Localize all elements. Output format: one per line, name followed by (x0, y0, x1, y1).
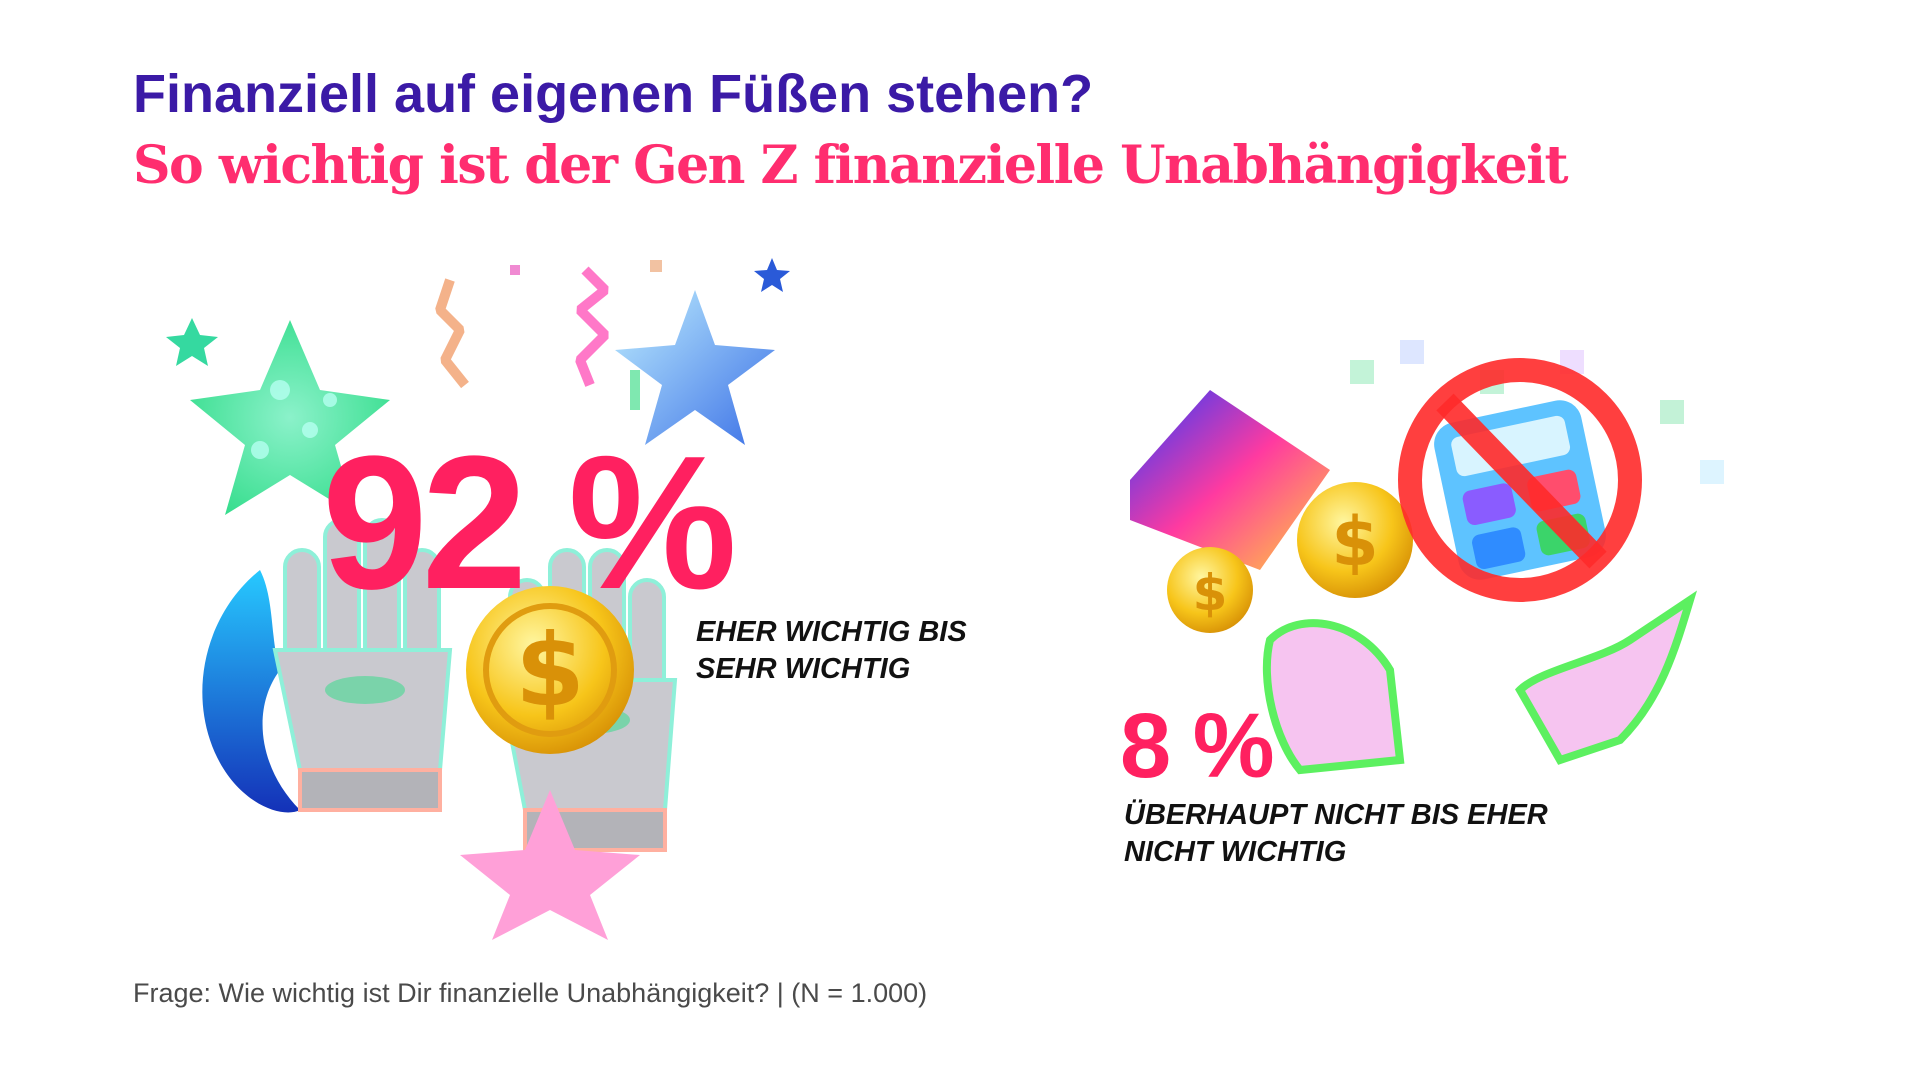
coin-icon: $ (1297, 482, 1413, 598)
stat-label-low-line2: NICHT WICHTIG (1124, 836, 1347, 868)
stat-percentage-low: 8 % (1120, 695, 1275, 797)
chart-title: Finanziell auf eigenen Füßen stehen? (133, 64, 1094, 124)
coin-icon: $ (466, 586, 634, 754)
svg-text:$: $ (1193, 564, 1228, 622)
small-coin-icon: $ (1167, 547, 1253, 633)
wallet-icon (1130, 390, 1330, 570)
celebration-illustration: $ (166, 258, 790, 940)
small-star-icon (166, 318, 218, 366)
svg-text:$: $ (515, 612, 585, 729)
left-hand-icon (272, 518, 453, 812)
svg-text:$: $ (1331, 503, 1378, 582)
tiny-star-icon (754, 258, 790, 292)
prohibited-icon (1398, 358, 1642, 602)
pink-star-icon (460, 790, 640, 940)
survey-footnote: Frage: Wie wichtig ist Dir finanzielle U… (133, 978, 928, 1008)
no-calculator-illustration: $ $ (1130, 340, 1724, 775)
stat-label-high-line1: EHER WICHTIG BIS (696, 616, 967, 648)
chart-subtitle: So wichtig ist der Gen Z finanzielle Una… (133, 135, 1569, 196)
blue-star-icon (615, 290, 775, 445)
stat-label-low: ÜBERHAUPT NICHT BIS EHER NICHT WICHTIG (1124, 797, 1644, 871)
hands-icon (1262, 590, 1698, 775)
stat-percentage-high: 92 % (322, 417, 737, 629)
stat-label-low-line1: ÜBERHAUPT NICHT BIS EHER (1124, 799, 1548, 831)
flame-icon (202, 570, 300, 813)
star-icon (190, 320, 390, 515)
confetti-icon (435, 260, 662, 410)
stat-label-high: EHER WICHTIG BIS SEHR WICHTIG (696, 614, 1056, 688)
stat-label-high-line2: SEHR WICHTIG (696, 653, 911, 685)
